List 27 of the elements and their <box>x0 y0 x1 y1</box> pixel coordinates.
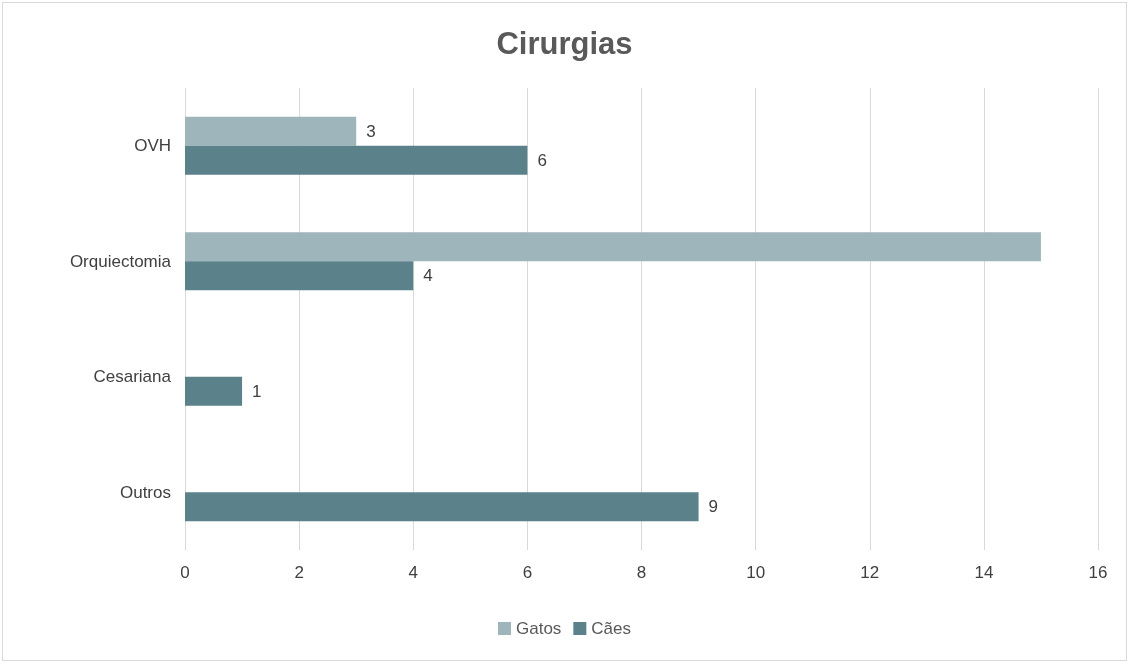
y-tick-label: Cesariana <box>93 367 172 387</box>
x-tick-label: 12 <box>860 563 880 582</box>
bar <box>185 376 243 406</box>
x-tick-label: 16 <box>1088 563 1108 582</box>
y-tick-label: Outros <box>119 482 171 502</box>
data-label: 3 <box>366 121 376 141</box>
legend-label: Cães <box>591 619 632 638</box>
data-label: 9 <box>708 497 719 517</box>
legend-label: Gatos <box>515 619 562 638</box>
bar <box>185 492 699 522</box>
data-label: 6 <box>537 150 547 170</box>
data-label: 1 <box>252 381 262 401</box>
bar <box>185 116 357 146</box>
x-tick-label: 4 <box>408 563 418 582</box>
chart-title: Cirurgias <box>496 26 633 61</box>
bar <box>185 232 1041 262</box>
data-label: 4 <box>423 266 433 286</box>
x-tick-label: 8 <box>636 563 647 582</box>
x-tick-label: 10 <box>746 563 766 582</box>
x-tick-label: 2 <box>294 563 304 582</box>
y-tick-label: OVH <box>134 136 171 156</box>
x-tick-label: 0 <box>180 563 190 582</box>
x-tick-label: 6 <box>522 563 533 582</box>
bar <box>185 145 528 175</box>
y-tick-label: Orquiectomia <box>69 251 172 271</box>
bar <box>185 261 414 291</box>
x-tick-label: 14 <box>974 563 994 582</box>
